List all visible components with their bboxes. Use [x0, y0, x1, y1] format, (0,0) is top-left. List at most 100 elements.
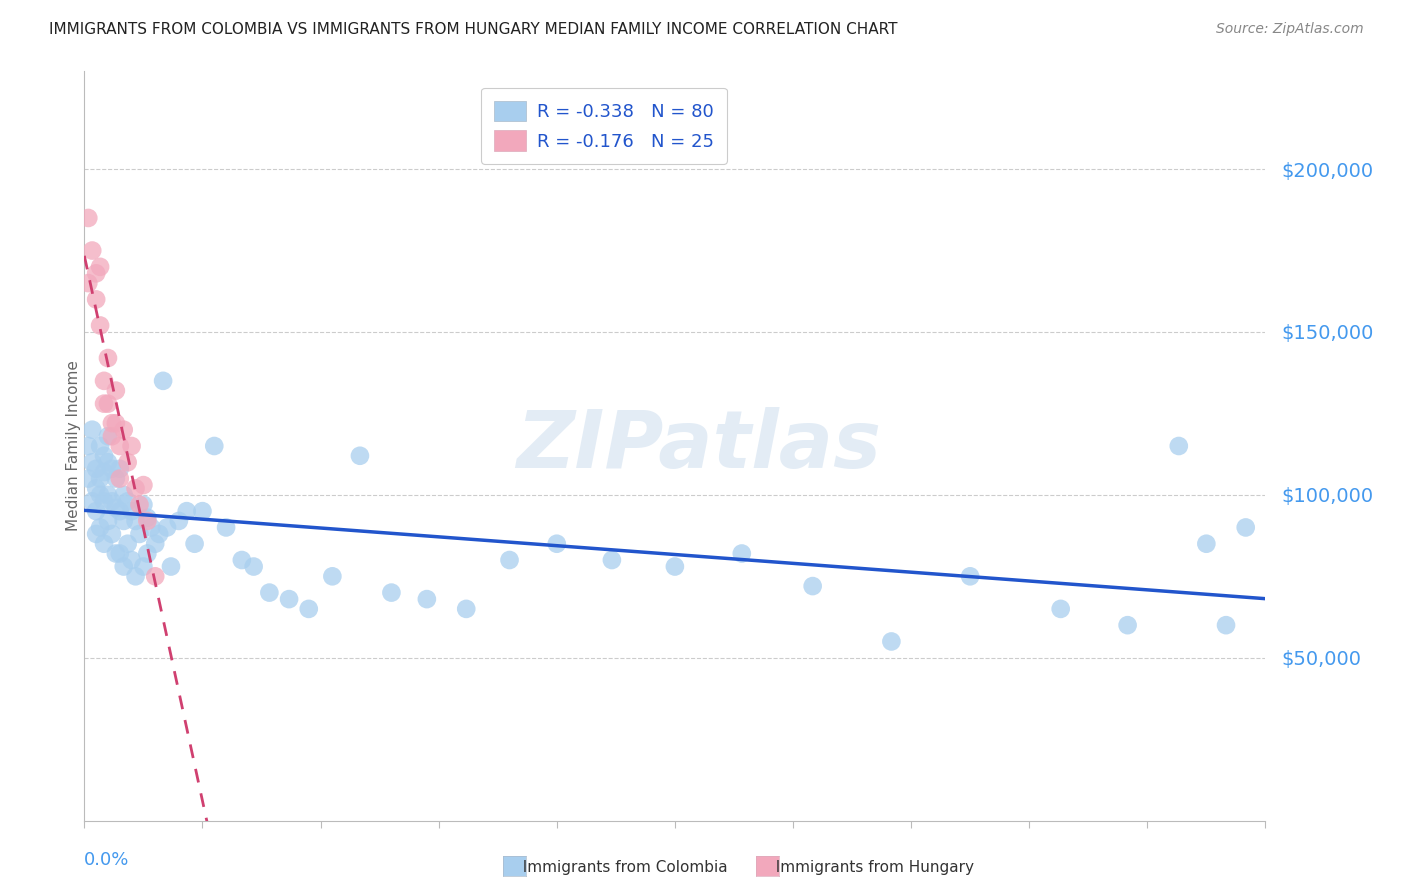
- Point: [416, 592, 439, 607]
- Point: [108, 472, 131, 486]
- Point: [89, 260, 111, 274]
- Point: [202, 439, 225, 453]
- Point: [84, 462, 107, 476]
- Point: [183, 537, 205, 551]
- Point: [167, 514, 190, 528]
- Point: [1215, 618, 1237, 632]
- Point: [77, 439, 100, 453]
- Point: [176, 504, 198, 518]
- Point: [148, 527, 170, 541]
- Point: [108, 504, 131, 518]
- Point: [121, 504, 143, 518]
- Point: [117, 455, 139, 469]
- Point: [121, 439, 143, 453]
- Text: Source: ZipAtlas.com: Source: ZipAtlas.com: [1216, 22, 1364, 37]
- Point: [112, 423, 135, 437]
- Point: [1116, 618, 1139, 632]
- Point: [132, 498, 155, 512]
- Point: [1195, 537, 1218, 551]
- Point: [82, 455, 104, 469]
- Y-axis label: Median Family Income: Median Family Income: [66, 360, 80, 532]
- Point: [259, 585, 281, 599]
- Point: [160, 559, 183, 574]
- Point: [112, 514, 135, 528]
- Point: [97, 397, 120, 411]
- Point: [84, 293, 107, 307]
- Point: [242, 559, 264, 574]
- Point: [143, 537, 166, 551]
- Point: [143, 569, 166, 583]
- Text: IMMIGRANTS FROM COLOMBIA VS IMMIGRANTS FROM HUNGARY MEDIAN FAMILY INCOME CORRELA: IMMIGRANTS FROM COLOMBIA VS IMMIGRANTS F…: [49, 22, 897, 37]
- Point: [82, 423, 104, 437]
- Point: [89, 318, 111, 333]
- Point: [101, 429, 124, 443]
- Point: [124, 514, 146, 528]
- Point: [141, 520, 163, 534]
- Point: [89, 472, 111, 486]
- Point: [93, 494, 115, 508]
- Point: [664, 559, 686, 574]
- Point: [77, 211, 100, 225]
- Point: [93, 397, 115, 411]
- Point: [132, 478, 155, 492]
- Point: [124, 569, 146, 583]
- Point: [298, 602, 321, 616]
- Point: [97, 429, 120, 443]
- Point: [191, 504, 214, 518]
- Point: [117, 494, 139, 508]
- Point: [215, 520, 238, 534]
- Point: [117, 537, 139, 551]
- Point: [101, 494, 124, 508]
- Point: [152, 374, 174, 388]
- Point: [349, 449, 371, 463]
- Point: [456, 602, 478, 616]
- Point: [112, 488, 135, 502]
- Point: [89, 488, 111, 502]
- Point: [84, 504, 107, 518]
- Point: [108, 462, 131, 476]
- Point: [104, 547, 127, 561]
- Text: Immigrants from Colombia: Immigrants from Colombia: [513, 860, 728, 874]
- Point: [1167, 439, 1189, 453]
- Point: [77, 276, 100, 290]
- Point: [108, 547, 131, 561]
- Point: [77, 472, 100, 486]
- Point: [156, 520, 179, 534]
- Point: [1234, 520, 1257, 534]
- Point: [1049, 602, 1071, 616]
- Point: [84, 527, 107, 541]
- Point: [97, 488, 120, 502]
- Point: [112, 559, 135, 574]
- Point: [231, 553, 253, 567]
- Point: [101, 527, 124, 541]
- Point: [93, 374, 115, 388]
- Point: [880, 634, 903, 648]
- Point: [101, 462, 124, 476]
- Point: [97, 514, 120, 528]
- Text: Immigrants from Hungary: Immigrants from Hungary: [766, 860, 974, 874]
- Point: [97, 455, 120, 469]
- Text: 0.0%: 0.0%: [84, 851, 129, 869]
- Point: [136, 514, 159, 528]
- Point: [97, 351, 120, 365]
- Point: [136, 510, 159, 524]
- Point: [93, 449, 115, 463]
- Point: [89, 520, 111, 534]
- Point: [136, 547, 159, 561]
- Point: [82, 494, 104, 508]
- Point: [104, 472, 127, 486]
- Point: [93, 465, 115, 479]
- Point: [600, 553, 623, 567]
- Point: [121, 553, 143, 567]
- Point: [321, 569, 343, 583]
- Point: [546, 537, 568, 551]
- Point: [801, 579, 824, 593]
- Point: [104, 500, 127, 515]
- Point: [84, 266, 107, 280]
- Point: [104, 384, 127, 398]
- Point: [380, 585, 402, 599]
- Point: [132, 559, 155, 574]
- Point: [731, 547, 754, 561]
- Point: [278, 592, 301, 607]
- Point: [82, 244, 104, 258]
